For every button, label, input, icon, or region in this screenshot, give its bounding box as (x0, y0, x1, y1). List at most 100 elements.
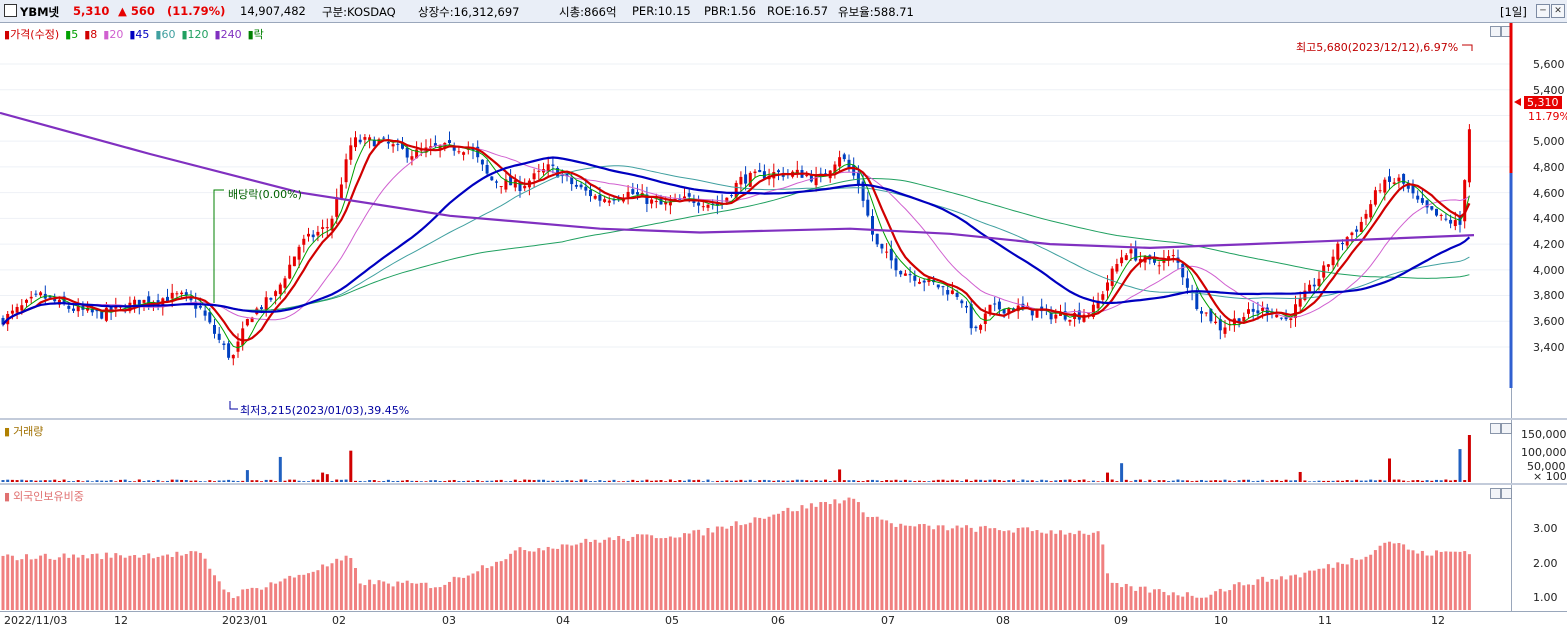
foreign-ratio-bar (852, 498, 856, 610)
panel-minimize-icon[interactable] (1490, 488, 1501, 499)
foreign-ratio-bar (1341, 563, 1344, 610)
candle-body (955, 293, 959, 297)
foreign-ratio-bar (1430, 555, 1434, 610)
period-selector[interactable]: [1일] (1500, 5, 1527, 19)
volume-bar (1167, 481, 1171, 482)
foreign-ratio-bar (612, 540, 616, 610)
volume-bar (231, 480, 235, 482)
foreign-ratio-bar (175, 551, 179, 610)
foreign-ratio-bar (142, 554, 146, 610)
volume-bar (1322, 480, 1326, 482)
volume-bar (1077, 479, 1081, 482)
foreign-ratio-bar (1463, 551, 1467, 610)
volume-bar (570, 480, 574, 482)
foreign-ratio-bar (1082, 533, 1086, 610)
candle-body (1261, 307, 1265, 311)
volume-bar (866, 480, 870, 482)
foreign-ratio-bar (833, 499, 837, 610)
price-chart-svg[interactable] (0, 23, 1567, 418)
panel-minimize-icon[interactable] (1490, 26, 1501, 37)
volume-bar (941, 479, 945, 482)
volume-bar (1425, 480, 1429, 482)
x-label: 12 (114, 614, 128, 627)
volume-bar (1359, 480, 1363, 482)
candle-body (1308, 284, 1312, 292)
foreign-ratio-bar (546, 546, 550, 610)
foreign-ratio-bar (1247, 584, 1250, 610)
volume-bar (227, 479, 231, 482)
foreign-ratio-bar (805, 508, 809, 610)
close-icon[interactable]: ✕ (1551, 4, 1565, 18)
minimize-icon[interactable]: ─ (1536, 4, 1550, 18)
candle-body (1167, 256, 1171, 260)
foreign-ratio-svg[interactable] (0, 485, 1567, 611)
foreign-ratio-bar (918, 524, 921, 610)
foreign-ratio-bar (1157, 589, 1161, 610)
candle-body (1279, 317, 1283, 319)
symbol-name[interactable]: YBM넷 (20, 5, 60, 19)
foreign-ratio-bar (950, 528, 954, 610)
trade-volume: 14,907,482 (240, 4, 306, 18)
foreign-ratio-bar (772, 514, 776, 610)
foreign-ratio-bar (730, 525, 733, 610)
y-tick: 5,000 (1533, 135, 1565, 148)
panel-minimize-icon[interactable] (1490, 423, 1501, 434)
foreign-ratio-bar (316, 570, 320, 610)
volume-bar (339, 479, 343, 482)
foreign-ratio-bar (1345, 564, 1349, 610)
volume-bar (1237, 480, 1241, 482)
foreign-ratio-bar (969, 527, 973, 610)
foreign-ratio-bar (1012, 532, 1015, 610)
volume-bar (471, 480, 475, 482)
volume-bar (137, 479, 141, 482)
select-checkbox[interactable] (4, 4, 17, 17)
legend-ma45: 45 (135, 28, 150, 41)
volume-bar (1232, 481, 1236, 482)
panel-maximize-icon[interactable] (1501, 488, 1512, 499)
foreign-ratio-bar (330, 563, 334, 610)
volume-bar (650, 480, 654, 482)
x-label: 2023/01 (222, 614, 268, 627)
volume-bar (1176, 479, 1180, 482)
foreign-ratio-bar (109, 557, 113, 610)
candle-body (377, 139, 381, 144)
candle-body (574, 184, 578, 187)
candle-body (875, 233, 879, 245)
foreign-ratio-bar (1181, 596, 1185, 610)
foreign-ratio-bar (217, 581, 221, 610)
volume-bar (1312, 481, 1316, 482)
foreign-ratio-bar (889, 523, 893, 610)
candle-body (288, 264, 292, 279)
foreign-ratio-bar (560, 544, 564, 610)
foreign-ratio-bar (720, 526, 724, 610)
foreign-ratio-bar (405, 580, 409, 610)
volume-bar (1289, 480, 1293, 482)
panel-maximize-icon[interactable] (1501, 423, 1512, 434)
candle-body (452, 146, 456, 151)
foreign-ratio-bar (579, 542, 583, 610)
price-pointer-icon (1514, 98, 1521, 106)
volume-bar (1331, 480, 1335, 482)
volume-bar (1087, 481, 1091, 482)
volume-bar (861, 481, 865, 482)
volume-bar (100, 480, 104, 482)
volume-bar (184, 480, 188, 482)
foreign-ratio-bar (1364, 556, 1368, 610)
candle-body (513, 180, 517, 188)
candle-body (278, 284, 282, 295)
price-change: ▲ 560 (118, 4, 155, 18)
volume-bar (1204, 480, 1208, 482)
candle-body (936, 284, 940, 288)
current-change-tag: 11.79% (1528, 110, 1567, 123)
foreign-ratio-bar (180, 555, 184, 610)
foreign-ratio-bar (687, 533, 691, 610)
foreign-ratio-bar (715, 526, 719, 610)
candle-body (889, 248, 893, 261)
candle-body (908, 274, 912, 276)
volume-chart-svg[interactable] (0, 420, 1567, 483)
foreign-ratio-bar (1425, 555, 1429, 610)
volume-bar (899, 480, 903, 482)
volume-bar (405, 480, 409, 482)
foreign-ratio-bar (518, 547, 522, 610)
candle-body (993, 303, 997, 305)
